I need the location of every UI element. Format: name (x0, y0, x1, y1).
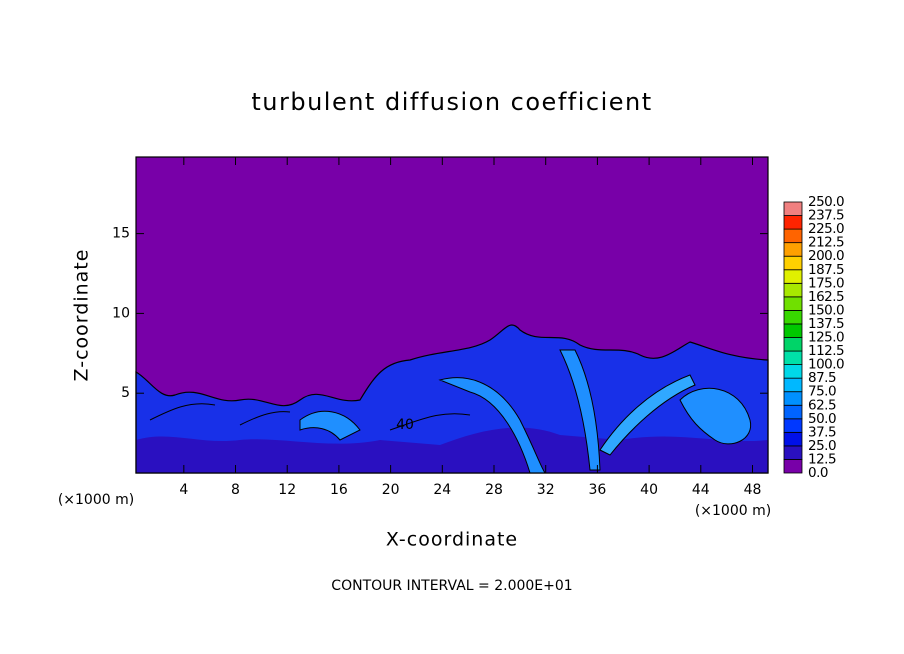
field: 40 (135, 157, 769, 474)
streak (299, 410, 361, 441)
x-tick-label: 12 (278, 482, 296, 498)
colorbar-label: 237.5 (808, 208, 844, 224)
colorbar-box (783, 364, 803, 379)
plot-frame (135, 156, 769, 474)
contour-label: 40 (396, 417, 414, 433)
y-tick-label: 5 (121, 385, 130, 401)
x-tick-label: 16 (330, 482, 348, 498)
colorbar-box (783, 377, 803, 393)
colorbar-box (783, 459, 803, 474)
colorbar-label: 200.0 (808, 248, 844, 264)
colorbar-label: 125.0 (808, 330, 844, 346)
x-axis-label: X-coordinate (386, 529, 518, 551)
colorbar-label: 162.5 (808, 289, 844, 305)
colorbar-box (783, 282, 803, 298)
colorbar-label: 75.0 (808, 384, 836, 400)
y-axis-label: Z-coordinate (71, 249, 93, 382)
streak (438, 377, 546, 474)
streak (679, 387, 752, 445)
colorbar-box (783, 215, 803, 230)
colorbar-label: 175.0 (808, 275, 844, 291)
x-tick-label: 20 (382, 482, 400, 498)
x-tick-label: 8 (231, 482, 240, 498)
colorbar-label: 212.5 (808, 235, 844, 251)
x-unit-label: (×1000 m) (695, 503, 771, 519)
x-tick-label: 48 (744, 482, 762, 498)
x-tick-label: 32 (537, 482, 555, 498)
colorbar-label: 187.5 (808, 262, 844, 278)
y-tick-label: 15 (112, 226, 130, 242)
streak (599, 374, 696, 456)
x-unit-label: (×1000 m) (58, 492, 134, 508)
y-tick-label: 10 (112, 305, 130, 321)
colorbar-label: 250.0 (808, 194, 844, 210)
colorbar-box (783, 296, 803, 311)
colorbar-label: 112.5 (808, 343, 844, 359)
colorbar-label: 62.5 (808, 397, 836, 413)
colorbar-box (783, 323, 803, 338)
lower-layer (136, 427, 768, 473)
colorbar-box (783, 418, 803, 433)
x-tick-label: 24 (433, 482, 451, 498)
x-tick-label: 36 (588, 482, 606, 498)
x-tick-label: 44 (692, 482, 710, 498)
colorbar-box (783, 242, 803, 257)
colorbar-label: 87.5 (808, 370, 836, 386)
chart-title: turbulent diffusion coefficient (251, 88, 652, 116)
x-tick-label: 40 (640, 482, 658, 498)
colorbar-box (783, 350, 803, 365)
colorbar-box (783, 431, 803, 447)
colorbar-box (783, 391, 803, 406)
colorbar-box (783, 309, 803, 325)
x-tick-label: 4 (179, 482, 188, 498)
colorbar-box (783, 201, 803, 216)
footnote: CONTOUR INTERVAL = 2.000E+01 (331, 578, 572, 594)
colorbar-box (783, 255, 803, 271)
colorbar-label: 37.5 (808, 424, 836, 440)
colorbar-label: 100.0 (808, 357, 844, 373)
colorbar-box (783, 269, 803, 284)
contour-line (149, 403, 471, 431)
colorbar-label: 25.0 (808, 438, 836, 454)
colorbar-label: 12.5 (808, 451, 836, 467)
colorbar-label: 0.0 (808, 465, 828, 481)
colorbar-box (783, 228, 803, 244)
colorbar-label: 225.0 (808, 221, 844, 237)
colorbar-label: 150.0 (808, 302, 844, 318)
colorbar-box (783, 337, 803, 352)
colorbar-box (783, 404, 803, 420)
colorbar-label: 137.5 (808, 316, 844, 332)
streak (559, 349, 601, 471)
colorbar-label: 50.0 (808, 411, 836, 427)
x-tick-label: 28 (485, 482, 503, 498)
colorbar-box (783, 445, 803, 460)
